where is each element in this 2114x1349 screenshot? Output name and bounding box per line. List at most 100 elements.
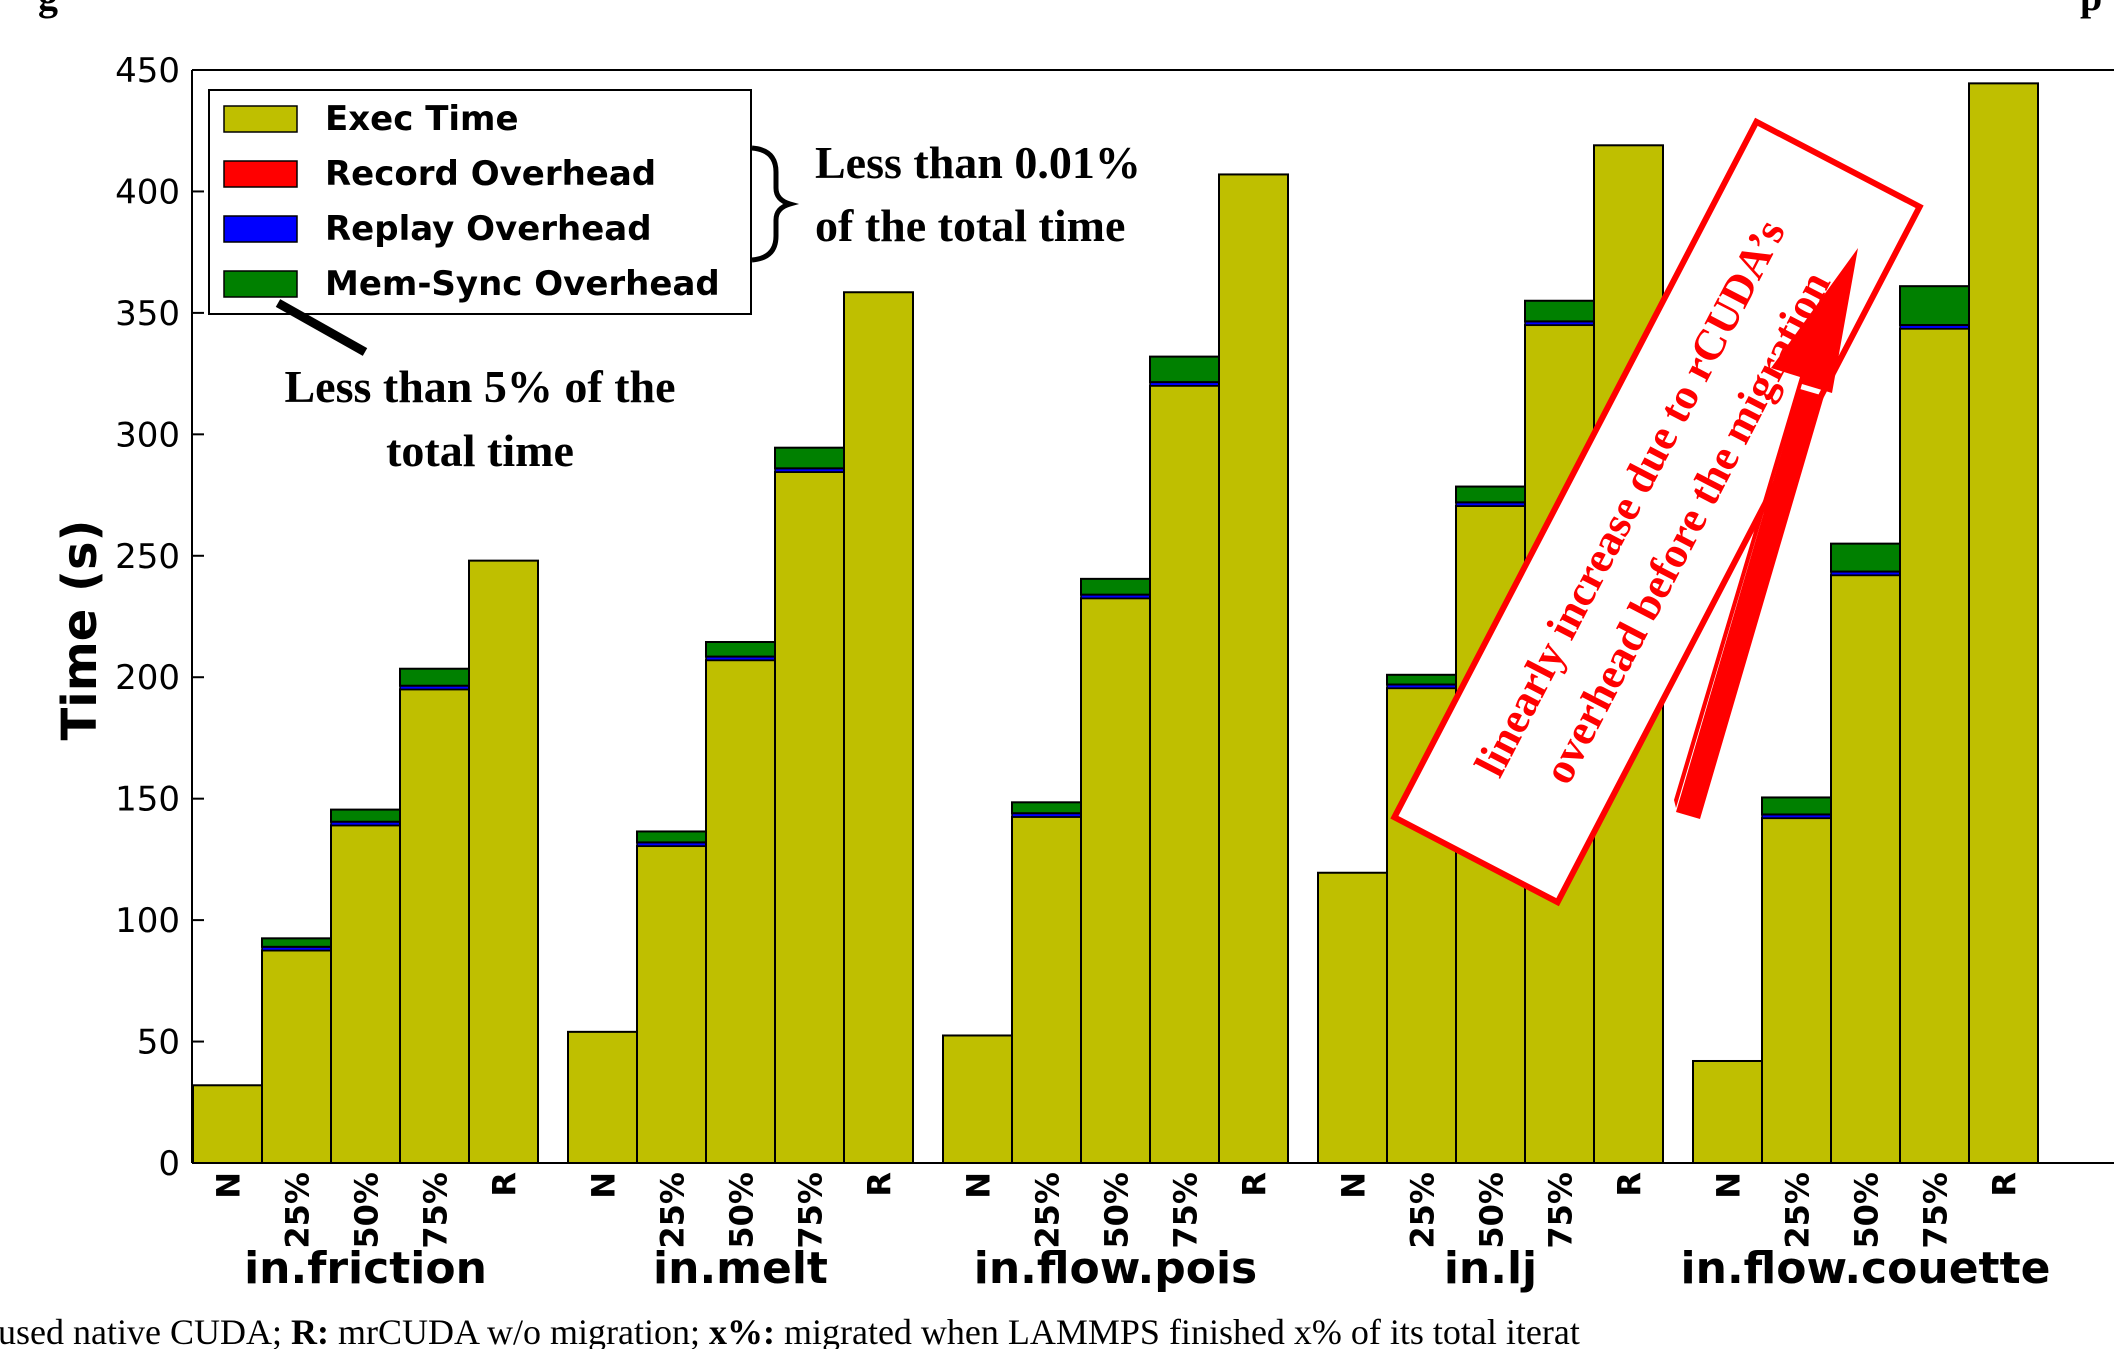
x-axis-labels: N 25% 50% 75% Rin.friction N 25% 50% 75% Rin.melt… bbox=[210, 1172, 2051, 1294]
y-tick-label: 250 bbox=[115, 537, 180, 577]
x-category-label: N bbox=[960, 1172, 998, 1199]
bar-exec-time bbox=[1011, 815, 1082, 1165]
bar-memsync-overhead bbox=[1524, 299, 1595, 323]
bar-memsync-overhead bbox=[1761, 796, 1832, 816]
bar-memsync-overhead bbox=[1080, 577, 1151, 596]
bar-memsync-overhead bbox=[1899, 285, 1970, 327]
x-category-label: 25% bbox=[1779, 1172, 1817, 1249]
legend-items: Exec Time Record Overhead Replay Overhead M… bbox=[223, 99, 720, 304]
bar-exec-time bbox=[843, 291, 914, 1164]
bar-memsync-overhead bbox=[399, 667, 470, 687]
bar-exec-time bbox=[399, 688, 470, 1164]
x-category-label: N bbox=[585, 1172, 623, 1199]
bar-exec-time bbox=[1830, 574, 1901, 1164]
y-tick-label: 450 bbox=[115, 51, 180, 91]
bar-memsync-overhead bbox=[1455, 485, 1526, 504]
legend-swatch bbox=[223, 215, 298, 243]
bar-memsync-overhead bbox=[1011, 801, 1082, 815]
x-category-label: 25% bbox=[279, 1172, 317, 1249]
x-category-label: R bbox=[1986, 1172, 2024, 1197]
legend-label: Exec Time bbox=[325, 99, 519, 139]
bar-exec-time bbox=[567, 1030, 638, 1164]
legend-label: Record Overhead bbox=[325, 154, 656, 194]
top-cropped-text-left: g bbox=[38, 0, 58, 19]
bar-exec-time bbox=[942, 1034, 1013, 1164]
brace-annotation-line1: Less than 0.01% bbox=[815, 137, 1141, 188]
legend-box bbox=[208, 89, 752, 315]
x-category-label: 75% bbox=[792, 1172, 830, 1249]
group-label: in.lj bbox=[1444, 1243, 1537, 1294]
memsync-annotation-line2: total time bbox=[386, 425, 574, 476]
x-category-label: 50% bbox=[348, 1172, 386, 1249]
bar-exec-time bbox=[261, 949, 332, 1164]
bar-memsync-overhead bbox=[774, 446, 845, 470]
bar-exec-time bbox=[1218, 173, 1289, 1165]
bar-exec-time bbox=[1317, 871, 1388, 1165]
x-category-label: 75% bbox=[1917, 1172, 1955, 1249]
y-tick-label: 350 bbox=[115, 294, 180, 334]
y-axis-ticks: 0 50 100 150 200 250 300 350 400 450 bbox=[115, 51, 204, 1184]
y-tick-label: 0 bbox=[158, 1144, 180, 1184]
bar-exec-time bbox=[1080, 597, 1151, 1164]
bar-exec-time bbox=[705, 659, 776, 1164]
caption-part3: migrated when LAMMPS finished x% of its … bbox=[775, 1312, 1580, 1349]
legend-swatch bbox=[223, 270, 298, 298]
caption-r-key: R: bbox=[291, 1312, 329, 1349]
group-label: in.melt bbox=[653, 1243, 828, 1294]
bar-memsync-overhead bbox=[261, 937, 332, 948]
x-category-label: N bbox=[210, 1172, 248, 1199]
bar-exec-time bbox=[192, 1084, 263, 1164]
legend-swatch bbox=[223, 160, 298, 188]
brace-annotation: Less than 0.01% of the total time bbox=[751, 137, 1141, 263]
caption-part2: mrCUDA w/o migration; bbox=[329, 1312, 709, 1349]
x-category-label: 75% bbox=[1542, 1172, 1580, 1249]
group-label: in.flow.couette bbox=[1681, 1243, 2051, 1294]
red-annotation-box bbox=[1390, 117, 1924, 907]
y-tick-label: 50 bbox=[137, 1023, 180, 1063]
legend: Exec Time Record Overhead Replay Overhead M… bbox=[208, 89, 752, 315]
bar-memsync-overhead bbox=[1830, 542, 1901, 573]
bar-exec-time bbox=[468, 559, 539, 1164]
group-label: in.friction bbox=[244, 1243, 487, 1294]
x-category-label: 50% bbox=[1098, 1172, 1136, 1249]
bar-memsync-overhead bbox=[330, 808, 401, 823]
x-category-label: R bbox=[1236, 1172, 1274, 1197]
y-tick-label: 300 bbox=[115, 415, 180, 455]
bar-exec-time bbox=[330, 824, 401, 1165]
bar-memsync-overhead bbox=[636, 830, 707, 844]
x-category-label: R bbox=[861, 1172, 899, 1197]
memsync-annotation-line1: Less than 5% of the bbox=[284, 361, 675, 412]
bar-exec-time bbox=[1899, 327, 1970, 1164]
x-category-label: 50% bbox=[1848, 1172, 1886, 1249]
x-category-label: R bbox=[486, 1172, 524, 1197]
x-category-label: R bbox=[1611, 1172, 1649, 1197]
caption-part1: used native CUDA; bbox=[0, 1312, 291, 1349]
legend-label: Replay Overhead bbox=[325, 209, 652, 249]
annotation-pointer-line bbox=[275, 299, 368, 356]
x-category-label: 75% bbox=[1167, 1172, 1205, 1249]
x-category-label: N bbox=[1335, 1172, 1373, 1199]
x-category-label: 25% bbox=[1029, 1172, 1067, 1249]
bar-memsync-overhead bbox=[1149, 355, 1220, 384]
bar-memsync-overhead bbox=[1386, 673, 1457, 686]
bar-memsync-overhead bbox=[705, 641, 776, 658]
y-axis-label: Time (s) bbox=[52, 520, 108, 741]
legend-swatch bbox=[223, 105, 298, 133]
red-arrow-icon bbox=[1674, 248, 1858, 808]
top-cropped-text-right: p bbox=[2080, 0, 2102, 19]
legend-label: Mem-Sync Overhead bbox=[325, 264, 720, 304]
y-tick-label: 200 bbox=[115, 658, 180, 698]
x-category-label: 50% bbox=[723, 1172, 761, 1249]
x-category-label: N bbox=[1710, 1172, 1748, 1199]
x-category-label: 50% bbox=[1473, 1172, 1511, 1249]
x-category-label: 75% bbox=[417, 1172, 455, 1249]
red-arrow-shaft bbox=[1676, 389, 1824, 819]
brace-annotation-line2: of the total time bbox=[815, 200, 1125, 251]
bar-exec-time bbox=[636, 845, 707, 1165]
bar-exec-time bbox=[1692, 1059, 1763, 1165]
caption-x-key: x%: bbox=[709, 1312, 775, 1349]
y-tick-label: 100 bbox=[115, 901, 180, 941]
bar-exec-time bbox=[1968, 82, 2039, 1164]
x-category-label: 25% bbox=[1404, 1172, 1442, 1249]
